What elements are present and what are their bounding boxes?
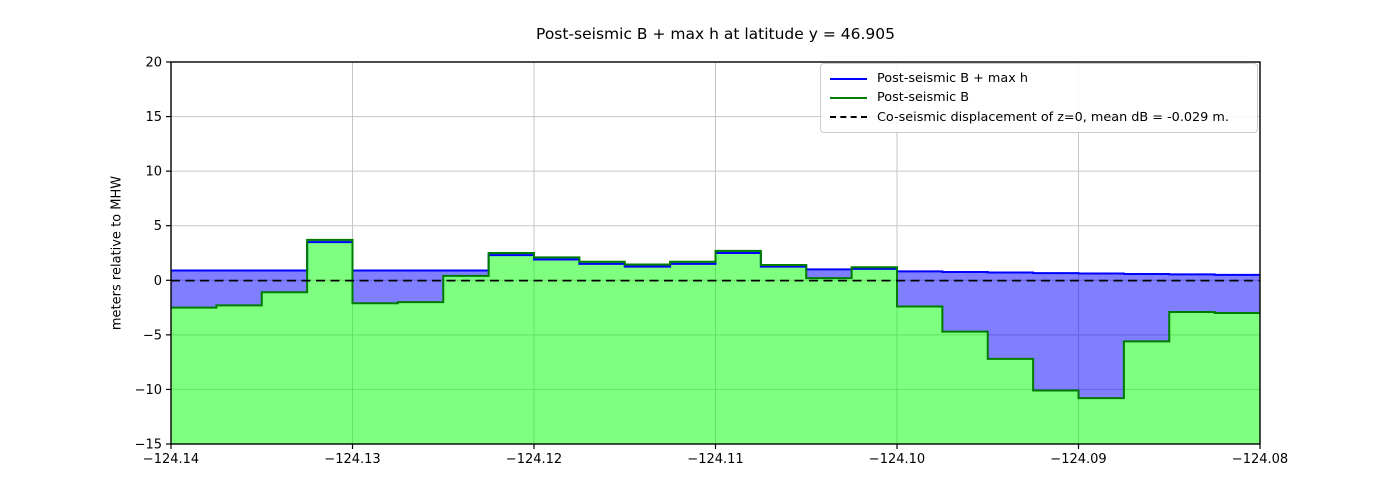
legend-item-dashed: Co-seismic displacement of z=0, mean dB … [830,108,1249,127]
green-line [171,238,1260,400]
x-tick-label: −124.10 [869,452,925,467]
legend-item-green: Post-seismic B [830,88,1249,107]
y-tick-label: 10 [145,165,162,180]
x-tick-label: −124.11 [687,452,743,467]
y-tick-label: 20 [145,56,162,71]
dashed-line-swatch [830,116,867,119]
y-tick-label: 5 [154,219,162,234]
blue-line-swatch [830,77,867,80]
y-tick-label: −10 [135,383,162,398]
legend-label-blue: Post-seismic B + max h [877,71,1028,87]
chart-title: Post-seismic B + max h at latitude y = 4… [536,25,895,43]
legend-item-blue: Post-seismic B + max h [830,69,1249,88]
legend-label-green: Post-seismic B [877,90,970,106]
y-tick-label: 0 [154,274,162,289]
legend-label-dashed: Co-seismic displacement of z=0, mean dB … [877,109,1229,125]
x-tick-label: −124.13 [324,452,380,467]
y-tick-label: −5 [143,328,162,343]
x-tick-label: −124.14 [143,452,199,467]
x-tick-label: −124.08 [1232,452,1288,467]
legend: Post-seismic B + max h Post-seismic B Co… [820,63,1258,133]
green-line-swatch [830,96,867,99]
x-tick-label: −124.09 [1050,452,1106,467]
y-tick-label: 15 [145,110,162,125]
y-tick-label: −15 [135,438,162,453]
x-tick-label: −124.12 [506,452,562,467]
y-axis-label: meters relative to MHW [109,175,125,331]
